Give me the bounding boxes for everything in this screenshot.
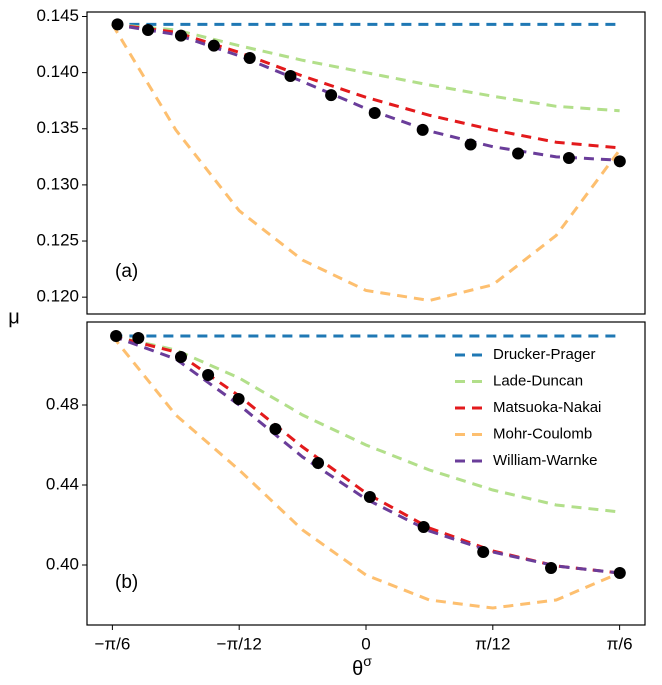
data-point bbox=[325, 89, 338, 102]
legend-label: Lade-Duncan bbox=[493, 372, 583, 389]
series-line bbox=[112, 334, 620, 514]
x-tick-label: 0 bbox=[361, 634, 370, 653]
data-point bbox=[613, 155, 626, 168]
x-axis-label-sup: σ bbox=[363, 653, 372, 669]
data-point bbox=[416, 123, 429, 136]
data-point bbox=[312, 457, 325, 469]
data-point bbox=[284, 69, 297, 82]
x-tick-label: π/6 bbox=[607, 634, 633, 653]
plot-frame bbox=[86, 321, 646, 626]
legend-label: Mohr-Coulomb bbox=[493, 425, 592, 442]
data-point bbox=[142, 23, 155, 36]
legend-label: Drucker-Prager bbox=[493, 346, 596, 363]
y-tick-label: 0.40 bbox=[46, 554, 79, 573]
panel-label: (a) bbox=[115, 261, 138, 282]
data-point bbox=[562, 151, 575, 164]
data-point bbox=[417, 521, 430, 533]
y-tick-label: 0.130 bbox=[36, 174, 79, 193]
x-axis-label: θσ bbox=[352, 653, 372, 681]
x-tick-label: −π/12 bbox=[217, 634, 262, 653]
data-point bbox=[174, 351, 187, 363]
data-point bbox=[243, 52, 256, 65]
y-tick-label: 0.140 bbox=[36, 62, 79, 81]
data-point bbox=[207, 39, 220, 52]
data-point bbox=[464, 138, 477, 151]
series-line bbox=[112, 22, 620, 162]
data-point bbox=[545, 562, 558, 574]
y-tick-label: 0.145 bbox=[36, 6, 79, 25]
data-point bbox=[363, 491, 376, 503]
y-tick-label: 0.125 bbox=[36, 231, 79, 250]
data-point bbox=[202, 369, 215, 381]
legend-label: William-Warnke bbox=[493, 452, 597, 469]
x-tick-label: −π/6 bbox=[94, 634, 130, 653]
panel-label: (b) bbox=[115, 572, 138, 593]
plot-frame bbox=[86, 11, 646, 315]
data-point bbox=[368, 107, 381, 120]
series-line bbox=[112, 22, 620, 150]
legend-label: Matsuoka-Nakai bbox=[493, 399, 601, 416]
y-tick-label: 0.44 bbox=[46, 474, 79, 493]
x-tick-label: π/12 bbox=[475, 634, 510, 653]
series-line bbox=[112, 22, 620, 113]
y-tick-label: 0.48 bbox=[46, 394, 79, 413]
y-axis-label: μ bbox=[8, 306, 20, 328]
data-point bbox=[232, 393, 245, 405]
series-line bbox=[111, 334, 620, 575]
y-tick-label: 0.120 bbox=[36, 287, 79, 306]
data-point bbox=[110, 330, 123, 342]
x-axis-label-base: θ bbox=[352, 658, 363, 680]
data-point bbox=[174, 29, 187, 42]
data-point bbox=[477, 546, 490, 558]
y-tick-label: 0.135 bbox=[36, 118, 79, 137]
data-point bbox=[512, 147, 525, 160]
data-point bbox=[132, 332, 145, 344]
series-line bbox=[111, 23, 621, 303]
data-point bbox=[111, 18, 124, 31]
data-point bbox=[269, 423, 282, 435]
data-point bbox=[613, 567, 626, 579]
